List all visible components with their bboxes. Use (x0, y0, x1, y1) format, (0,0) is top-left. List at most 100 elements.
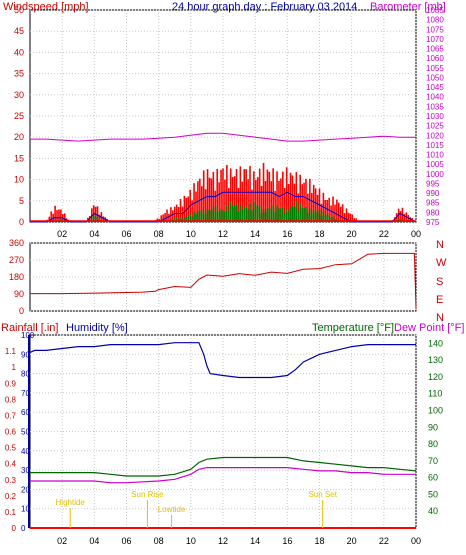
compass-tick-label: S (436, 276, 443, 288)
wind-y-tick-label: 40 (14, 47, 24, 57)
temperature-x-tick-label: 12 (218, 536, 228, 546)
humidity-tick-label: 10 (21, 505, 30, 514)
temperature-x-tick-label: 18 (314, 536, 324, 546)
rainfall-axis-label: Rainfall [.in] (1, 322, 58, 334)
humidity-axis-label: Humidity [%] (66, 322, 128, 334)
barometer-tick-label: 1005 (426, 160, 444, 169)
compass-tick-label: N (436, 239, 444, 251)
wind-y-tick-label: 15 (14, 153, 24, 163)
barometer-tick-label: 1010 (426, 151, 444, 160)
barometer-tick-label: 980 (426, 208, 440, 217)
barometer-tick-label: 1040 (426, 93, 444, 102)
rainfall-tick-label: 0.7 (5, 411, 17, 420)
barometer-tick-label: 1080 (426, 16, 444, 25)
direction-y-tick-label: 180 (9, 272, 24, 282)
wind-y-tick-label: 50 (14, 5, 24, 15)
wind-x-tick-label: 08 (154, 229, 164, 239)
direction-y-tick-label: 90 (14, 289, 24, 299)
temperature-tick-label: 110 (428, 389, 442, 399)
barometer-tick-label: 1000 (426, 170, 444, 179)
humidity-line (29, 342, 416, 379)
humidity-tick-label: 40 (21, 447, 30, 456)
barometer-line (30, 132, 416, 142)
temperature-tick-label: 140 (428, 338, 443, 348)
wind-y-tick-label: 0 (19, 217, 24, 227)
compass-tick-label: E (436, 294, 443, 306)
barometer-tick-label: 1060 (426, 54, 444, 63)
temperature-x-tick-label: 08 (154, 536, 164, 546)
wind-y-tick-label: 25 (14, 111, 24, 121)
temperature-tick-label: 60 (428, 473, 438, 483)
wind-y-tick-label: 30 (14, 90, 24, 100)
wind-y-tick-label: 45 (14, 26, 24, 36)
wind-x-tick-label: 06 (121, 229, 131, 239)
temperature-tick-label: 40 (428, 506, 438, 516)
wind-x-tick-label: 14 (250, 229, 260, 239)
barometer-tick-label: 1035 (426, 102, 444, 111)
temperature-axis-label: Temperature [°F] (312, 322, 394, 334)
temperature-x-tick-label: 20 (347, 536, 357, 546)
wind-x-tick-label: 10 (186, 229, 196, 239)
dewpoint-axis-label: Dew Point [°F] (394, 322, 464, 334)
dewpoint-line (30, 467, 416, 484)
barometer-tick-label: 1055 (426, 64, 444, 73)
wind-y-tick-label: 5 (19, 196, 24, 206)
wind-axis-label: Windspeed [mph] (3, 1, 89, 13)
annotation-label: Hightide (56, 498, 86, 507)
rainfall-tick-label: 0.2 (5, 492, 17, 501)
rainfall-tick-label: 0 (12, 524, 17, 533)
temperature-tick-label: 90 (428, 422, 438, 432)
rainfall-tick-label: 0.6 (5, 428, 17, 437)
wind-x-tick-label: 16 (282, 229, 292, 239)
temperature-tick-label: 120 (428, 372, 443, 382)
humidity-tick-label: 60 (21, 408, 30, 417)
temperature-tick-label: 100 (428, 406, 443, 416)
barometer-tick-label: 1070 (426, 35, 444, 44)
temperature-x-tick-label: 04 (89, 536, 99, 546)
humidity-tick-label: 70 (21, 389, 30, 398)
barometer-tick-label: 1075 (426, 25, 444, 34)
direction-y-tick-label: 360 (9, 238, 24, 248)
wind-x-tick-label: 02 (57, 229, 67, 239)
temperature-x-tick-label: 02 (57, 536, 67, 546)
humidity-tick-label: 0 (21, 524, 26, 533)
humidity-tick-label: 80 (21, 370, 30, 379)
barometer-tick-label: 1025 (426, 122, 444, 131)
compass-tick-label: N (436, 312, 444, 324)
wind-x-tick-label: 18 (314, 229, 324, 239)
barometer-tick-label: 1030 (426, 112, 444, 121)
temperature-x-tick-label: 16 (282, 536, 292, 546)
barometer-tick-label: 975 (426, 218, 440, 227)
rainfall-tick-label: 0.3 (5, 476, 17, 485)
wind-x-tick-label: 22 (379, 229, 389, 239)
humidity-tick-label: 50 (21, 428, 30, 437)
barometer-tick-label: 1085 (426, 6, 444, 15)
temperature-x-tick-label: 14 (250, 536, 260, 546)
wind-y-tick-label: 35 (14, 69, 24, 79)
rainfall-tick-label: 0.1 (5, 508, 17, 517)
rainfall-tick-label: 1.1 (5, 347, 17, 356)
temperature-tick-label: 80 (428, 439, 438, 449)
barometer-tick-label: 995 (426, 179, 440, 188)
temperature-tick-label: 70 (428, 456, 438, 466)
barometer-tick-label: 985 (426, 199, 440, 208)
barometer-tick-label: 1020 (426, 131, 444, 140)
rainfall-tick-label: 1 (12, 363, 17, 372)
rainfall-tick-label: 0.4 (5, 460, 17, 469)
rainfall-tick-label: 0.5 (5, 444, 17, 453)
barometer-tick-label: 990 (426, 189, 440, 198)
barometer-tick-label: 1045 (426, 83, 444, 92)
barometer-tick-label: 1050 (426, 73, 444, 82)
annotation-label: Sun Rise (131, 490, 164, 499)
barometer-tick-label: 1065 (426, 45, 444, 54)
rainfall-tick-label: 0.8 (5, 395, 17, 404)
direction-y-tick-label: 0 (19, 306, 24, 316)
annotation-label: Lowtide (158, 505, 186, 514)
humidity-tick-label: 100 (21, 331, 35, 340)
temperature-line (30, 456, 417, 477)
wind-x-tick-label: 12 (218, 229, 228, 239)
compass-tick-label: W (436, 257, 447, 269)
annotation-label: Sun Set (308, 490, 337, 499)
wind-y-tick-label: 20 (14, 132, 24, 142)
